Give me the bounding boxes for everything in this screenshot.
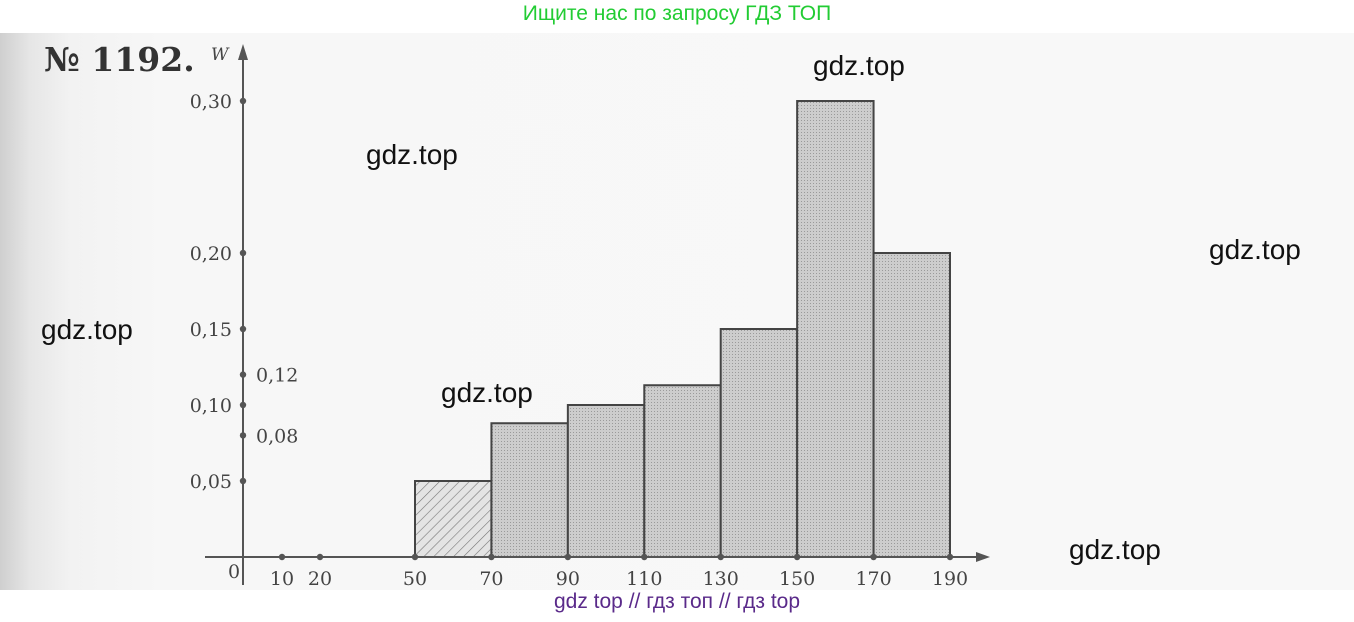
histogram-bar-170-190	[872, 252, 951, 558]
x-tick-label: 50	[403, 568, 427, 590]
ticks-layer: 10 20 50 70 90 110 130 150 170 190 0,05 0,10 0,15 0,2…	[190, 91, 968, 590]
histogram-bar-130-150	[719, 328, 799, 558]
x-tick-label: 20	[308, 568, 332, 590]
y-tick-dot	[239, 249, 247, 257]
y-tick-dot	[239, 477, 247, 485]
bottom-banner[interactable]: gdz top // гдз топ // гдз top	[553, 590, 801, 613]
x-tick-label: 90	[556, 568, 580, 590]
x-tick-dot	[717, 553, 724, 561]
x-tick-dot	[488, 553, 495, 561]
y-tick-label: 0,05	[190, 471, 232, 493]
x-tick-label: 150	[779, 568, 815, 590]
x-tick-dot	[870, 553, 877, 561]
bars-layer	[414, 100, 951, 558]
y-tick-dot	[239, 97, 247, 105]
x-tick-label: 110	[626, 568, 662, 590]
y-extra-tick-label: 0,12	[256, 365, 298, 387]
x-tick-label: 190	[932, 568, 968, 590]
y-extra-tick-dot	[239, 432, 247, 439]
y-tick-label: 0,10	[190, 395, 232, 417]
histogram-bar-110-130	[643, 384, 722, 558]
watermark-bottom-right: gdz.top	[1069, 534, 1161, 565]
watermark-top-center: gdz.top	[813, 50, 905, 81]
x-tick-dot	[564, 553, 572, 561]
watermark-left: gdz.top	[41, 314, 133, 345]
x-tick-dot	[411, 553, 419, 561]
x-tick-dot	[278, 553, 286, 561]
origin-label: 0	[228, 561, 240, 583]
histogram-bar-70-90	[490, 422, 569, 558]
top-banner[interactable]: Ищите нас по запросу ГДЗ ТОП	[522, 2, 832, 25]
watermark-middle: gdz.top	[441, 377, 533, 408]
x-tick-label: 70	[479, 568, 503, 590]
y-tick-label: 0,20	[190, 243, 232, 265]
x-tick-label: 170	[855, 568, 891, 590]
x-tick-dot	[641, 553, 648, 561]
problem-number: № 1192.	[44, 40, 195, 79]
x-tick-dot	[316, 553, 324, 561]
x-tick-dot	[946, 553, 954, 561]
y-tick-label: 0,15	[190, 319, 232, 341]
y-tick-dot	[239, 401, 247, 409]
histogram-bar-150-170	[796, 100, 875, 558]
watermark-right: gdz.top	[1209, 234, 1301, 265]
x-tick-label: 10	[270, 568, 294, 590]
y-tick-label: 0,30	[190, 91, 232, 113]
y-axis-title: W	[211, 45, 230, 65]
y-extra-tick-label: 0,08	[256, 425, 298, 447]
histogram-bar-50-70	[414, 480, 493, 558]
x-axis-arrow-icon	[976, 552, 990, 562]
y-tick-dot	[239, 325, 247, 333]
y-extra-tick-dot	[239, 371, 247, 378]
x-tick-dot	[793, 553, 801, 561]
watermark-upper-left: gdz.top	[366, 139, 458, 170]
y-axis-arrow-icon	[238, 44, 248, 60]
histogram-bar-90-110	[566, 404, 646, 558]
x-tick-label: 130	[703, 568, 739, 590]
